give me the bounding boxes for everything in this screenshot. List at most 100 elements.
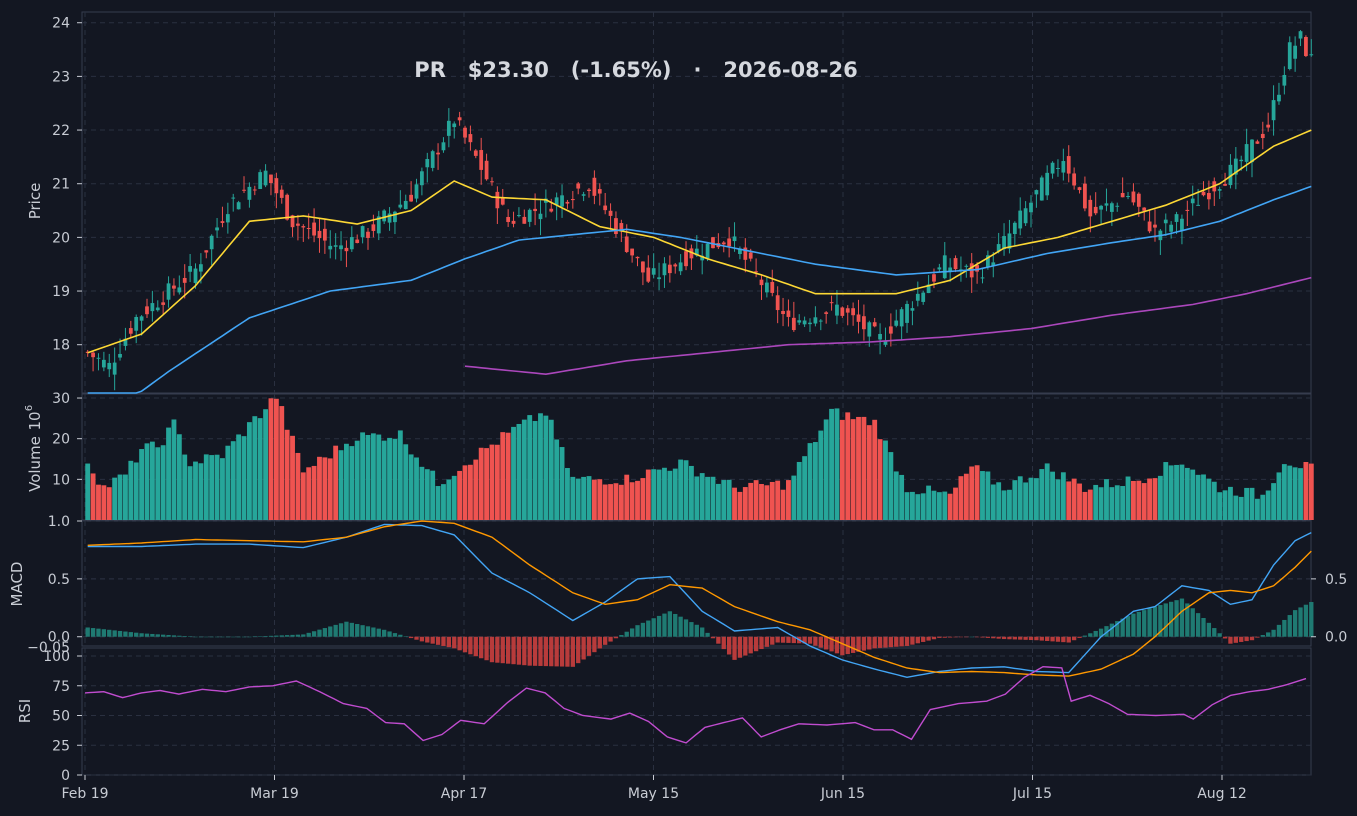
volume-bar — [489, 444, 495, 520]
macd-hist-bar — [667, 611, 673, 637]
volume-bar — [317, 456, 322, 520]
candle-body — [468, 134, 473, 143]
macd-hist-bar — [538, 636, 543, 666]
candle-body — [867, 322, 872, 337]
macd-hist-bar — [1244, 636, 1249, 642]
candle-body — [592, 177, 597, 196]
candle-body — [894, 320, 899, 326]
macd-hist-bar — [1023, 636, 1028, 640]
candle-body — [322, 228, 327, 241]
candle-body — [425, 159, 430, 168]
candle-body — [1201, 191, 1206, 196]
volume-bar — [441, 484, 446, 520]
volume-bar — [1071, 478, 1077, 520]
candle-body — [953, 258, 958, 270]
macd-hist-bar — [1039, 636, 1044, 641]
candle-body — [182, 277, 187, 283]
macd-hist-bar — [408, 636, 414, 639]
candle-body — [1093, 206, 1098, 214]
macd-hist-bar — [306, 632, 311, 637]
candle-body — [738, 248, 742, 255]
volume-bar — [478, 447, 484, 520]
macd-hist-bar — [247, 636, 252, 638]
candle-body — [446, 120, 451, 136]
volume-bar — [856, 416, 861, 520]
macd-hist-bar — [834, 636, 840, 654]
macd-hist-bar — [856, 636, 861, 652]
macd-hist-bar — [743, 636, 748, 656]
volume-bar — [656, 469, 662, 520]
x-tick-label: May 15 — [628, 786, 679, 802]
candle-body — [603, 205, 608, 211]
macd-hist-bar — [522, 636, 527, 666]
volume-bar — [182, 454, 188, 520]
volume-bar — [662, 467, 667, 520]
candle-body — [1061, 161, 1066, 173]
candle-body — [1018, 210, 1023, 229]
macd-hist-bar — [171, 635, 177, 637]
rsi-line — [84, 665, 1307, 744]
volume-bar — [1249, 487, 1255, 520]
candle-body — [732, 236, 737, 242]
macd-hist-bar — [1303, 604, 1309, 637]
macd-hist-bar — [1050, 636, 1055, 642]
candle-body — [1066, 156, 1071, 174]
candle-body — [495, 191, 500, 209]
candle-body — [1217, 189, 1222, 191]
volume-bar — [516, 423, 522, 520]
chart-title: PR $23.30 (-1.65%) · 2026-08-26 — [414, 58, 857, 82]
candle-body — [166, 283, 171, 300]
volume-bar — [591, 479, 597, 520]
macd-hist-bar — [333, 624, 338, 637]
candle-body — [533, 208, 537, 212]
volume-bar — [1174, 464, 1179, 520]
volume-bar — [1254, 498, 1260, 520]
candle-body — [123, 338, 128, 346]
candle-body — [1002, 236, 1006, 250]
candle-body — [430, 151, 435, 168]
macd-hist-bar — [764, 636, 770, 647]
candle-body — [921, 292, 926, 302]
macd-hist-bar — [824, 636, 829, 650]
candle-body — [1244, 144, 1249, 162]
candle-body — [371, 224, 376, 231]
volume-bar — [1098, 487, 1104, 520]
candle-body — [339, 245, 343, 250]
macd-hist-bar — [603, 636, 608, 645]
macd-hist-bar — [958, 636, 964, 638]
candle-body — [759, 279, 764, 286]
volume-bar — [629, 482, 635, 520]
macd-hist-bar — [937, 636, 942, 638]
macd-hist-bar — [128, 632, 133, 637]
candle-body — [312, 222, 316, 236]
macd-hist-bar — [1034, 636, 1039, 641]
macd-hist-bar — [780, 636, 786, 643]
volume-bar — [1012, 480, 1018, 520]
volume-bar — [236, 434, 242, 520]
volume-bar — [1292, 467, 1298, 520]
volume-bar — [931, 490, 937, 520]
volume-bar — [376, 434, 382, 520]
volume-bar — [1120, 486, 1126, 520]
macd-hist-bar — [559, 636, 565, 667]
volume-bar — [241, 436, 247, 520]
candle-body — [1298, 31, 1303, 39]
volume-bar — [257, 418, 263, 520]
macd-hist-bar — [1255, 636, 1260, 638]
macd-hist-bar — [640, 622, 646, 637]
candle-body — [775, 295, 780, 311]
candle-body — [985, 255, 990, 268]
macd-hist-bar — [1109, 623, 1115, 637]
volume-bar — [370, 433, 376, 520]
volume-bar — [618, 484, 624, 520]
macd-hist-bar — [673, 613, 678, 637]
macd-hist-bar — [894, 636, 899, 647]
macd-hist-bar — [770, 636, 775, 645]
candle-body — [1223, 184, 1227, 186]
volume-bar — [1093, 484, 1099, 520]
macd-hist-bar — [867, 636, 872, 650]
volume-bar — [1201, 474, 1206, 520]
macd-hist-bar — [425, 636, 430, 643]
volume-bar — [667, 470, 673, 520]
candle-body — [1099, 205, 1103, 210]
